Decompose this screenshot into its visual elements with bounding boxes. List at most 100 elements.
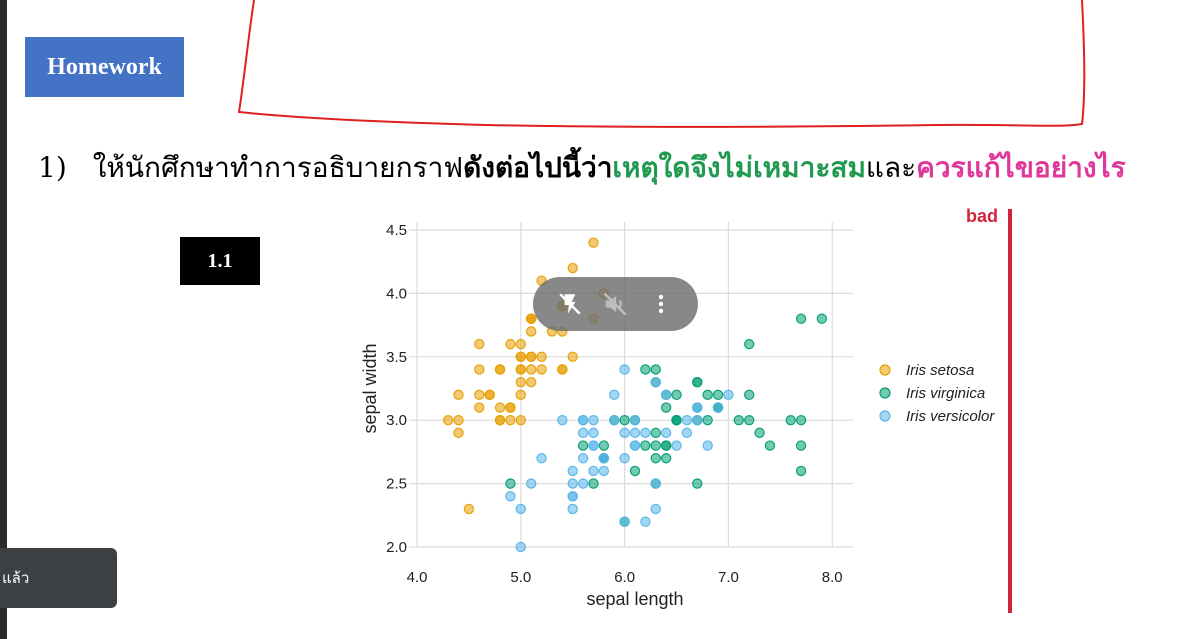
- question-text: 1) ให้นักศึกษาทำการอธิบายกราฟดังต่อไปนี้ว…: [38, 146, 1126, 190]
- scatter-point: [577, 414, 589, 426]
- scatter-point: [743, 338, 755, 350]
- scatter-point: [515, 376, 527, 388]
- scatter-point: [629, 414, 641, 426]
- scatter-point: [609, 414, 620, 426]
- scatter-point: [640, 516, 651, 527]
- scatter-point: [671, 440, 682, 451]
- scatter-point: [723, 389, 734, 401]
- scatter-point: [702, 414, 713, 426]
- scatter-point: [671, 389, 682, 401]
- scatter-point: [474, 364, 485, 375]
- scatter-point: [515, 364, 527, 375]
- scatter-point: [484, 389, 495, 401]
- more-options-button[interactable]: [644, 287, 678, 321]
- scatter-point: [743, 389, 755, 401]
- scatter-point: [619, 453, 630, 464]
- scatter-point: [702, 389, 713, 401]
- y-tick-label: 4.0: [386, 285, 407, 302]
- scatter-point: [557, 414, 568, 426]
- scatter-point: [588, 478, 599, 489]
- scatter-point: [795, 414, 807, 426]
- scatter-point: [619, 364, 630, 375]
- x-tick-label: 5.0: [510, 569, 531, 586]
- scatter-point: [505, 491, 516, 502]
- question-part-4: และ: [865, 151, 917, 184]
- scatter-point: [692, 376, 703, 388]
- scatter-point: [515, 414, 527, 426]
- scatter-point: [474, 402, 485, 413]
- legend-marker: [879, 364, 891, 376]
- question-part-3: เหตุใดจึงไม่เหมาะสม: [612, 151, 866, 184]
- flash-off-button[interactable]: [553, 287, 587, 321]
- scatter-point: [567, 478, 578, 489]
- y-tick-label: 2.0: [386, 539, 407, 556]
- scatter-point: [515, 503, 527, 515]
- scatter-point: [494, 364, 506, 375]
- scatter-point: [474, 389, 485, 401]
- x-tick-label: 6.0: [614, 569, 635, 586]
- scatter-point: [515, 389, 527, 401]
- scatter-point: [785, 414, 796, 426]
- bad-verdict-label: bad: [966, 206, 999, 226]
- scatter-point: [619, 516, 630, 527]
- scatter-point: [692, 478, 703, 489]
- scatter-point: [536, 364, 547, 375]
- scatter-point: [692, 414, 703, 426]
- scatter-point: [640, 427, 651, 439]
- scatter-point: [588, 427, 599, 439]
- scatter-point: [640, 440, 651, 451]
- scatter-point: [525, 313, 537, 324]
- scatter-point: [650, 427, 661, 439]
- scatter-point: [681, 427, 693, 439]
- iris-scatter-chart: 4.0 5.0 6.0 7.0 8.0 2.0 2.5 3.0 3.5 4.0 4.5 sepal l…: [360, 222, 995, 609]
- scatter-point: [795, 440, 807, 451]
- scatter-point: [733, 414, 745, 426]
- x-tick-label: 4.0: [407, 569, 428, 586]
- window-left-edge: [0, 0, 7, 639]
- scatter-point: [692, 402, 703, 413]
- scatter-point: [743, 414, 755, 426]
- scatter-point: [629, 427, 641, 439]
- red-annotation-box: [237, 0, 1086, 128]
- scatter-point: [712, 402, 724, 413]
- scatter-point: [660, 389, 672, 401]
- scatter-point: [588, 414, 599, 426]
- scatter-point: [795, 465, 807, 477]
- scatter-point: [453, 414, 464, 426]
- scatter-point: [567, 465, 578, 477]
- scatter-point: [650, 453, 661, 464]
- legend-label: Iris setosa: [906, 362, 974, 379]
- legend-label: Iris virginica: [906, 385, 985, 402]
- scatter-point: [474, 338, 485, 350]
- scatter-point: [453, 427, 464, 439]
- scatter-point: [609, 389, 620, 401]
- question-number: 1): [38, 151, 67, 184]
- scatter-point: [660, 440, 672, 451]
- legend-label: Iris versicolor: [906, 408, 995, 425]
- toast-text: แล้ว: [2, 569, 30, 587]
- item-label-1-1: 1.1: [180, 237, 260, 285]
- legend-marker: [879, 410, 891, 422]
- y-tick-label: 4.5: [386, 222, 407, 239]
- scatter-point: [650, 376, 661, 388]
- scatter-point: [816, 313, 828, 324]
- scatter-point: [525, 364, 537, 375]
- y-tick-label: 3.5: [386, 349, 407, 366]
- scatter-point: [588, 440, 599, 451]
- scatter-point: [577, 453, 589, 464]
- scatter-point: [567, 503, 578, 515]
- scatter-point: [712, 389, 724, 401]
- scatter-point: [588, 465, 599, 477]
- scatter-point: [505, 478, 516, 489]
- y-tick-label: 2.5: [386, 476, 407, 493]
- scatter-point: [629, 440, 641, 451]
- scatter-point: [650, 364, 661, 375]
- x-axis-title: sepal length: [586, 589, 683, 609]
- scatter-point: [505, 402, 516, 413]
- scatter-point: [598, 465, 610, 477]
- mute-button[interactable]: [598, 287, 632, 321]
- question-part-1: ให้นักศึกษาทำการอธิบายกราฟ: [92, 151, 464, 184]
- scatter-point: [567, 351, 578, 362]
- scatter-point: [702, 440, 713, 451]
- question-part-2: ดังต่อไปนี้ว่า: [463, 151, 613, 184]
